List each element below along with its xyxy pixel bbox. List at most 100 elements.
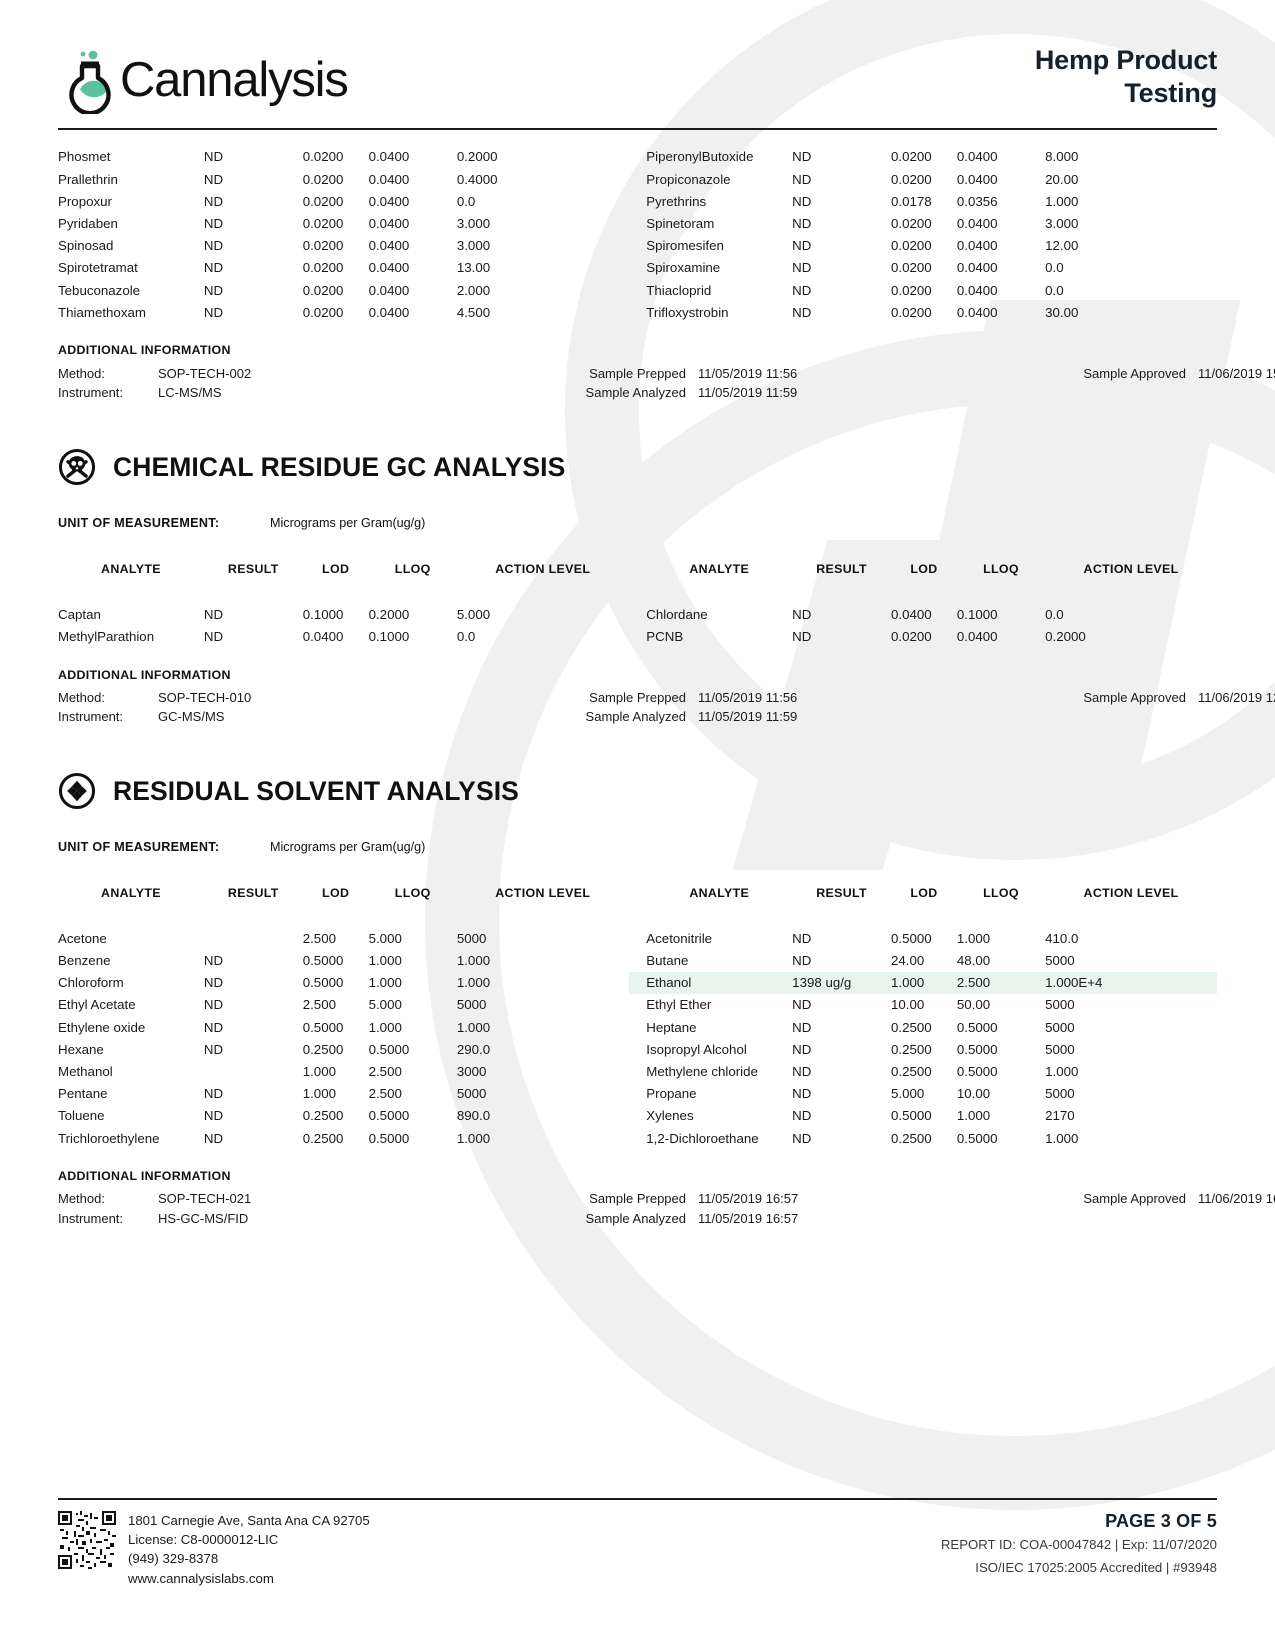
four-diamonds-icon	[58, 773, 96, 810]
cell: ND	[792, 260, 812, 276]
cell: 5000	[1045, 1019, 1075, 1035]
cell: 5000	[1045, 1086, 1075, 1102]
cell: 3000	[456, 1063, 487, 1079]
pesticide-table: Phosmet ND 0.0200 0.0400 0.2000 PiperonylButo…	[58, 146, 1217, 324]
cell: 1.000	[891, 971, 957, 994]
cell: 0.5000	[302, 975, 344, 991]
cell: 0.0200	[302, 193, 344, 209]
table-row: Spinosad ND 0.0200 0.0400 3.000 Spiromesifen N…	[58, 235, 1217, 257]
cell: Ethyl Ether	[646, 997, 712, 1013]
cell: ND	[203, 304, 224, 320]
table-row: Chloroform ND 0.5000 1.000 1.000 Ethanol 1398 …	[58, 971, 1217, 994]
cell: 2170	[1045, 1108, 1075, 1124]
cell: ND	[792, 606, 812, 622]
cell: 5.000	[368, 997, 402, 1013]
solvent-additional-info: ADDITIONAL INFORMATION Method: SOP-TECH-…	[58, 1169, 1275, 1228]
cell: Methylene chloride	[646, 1063, 758, 1079]
cell: Ethyl Acetate	[58, 997, 136, 1013]
cell: 0.0400	[368, 149, 410, 165]
cell: ND	[203, 260, 224, 276]
footer-address: 1801 Carnegie Ave, Santa Ana CA 92705	[128, 1512, 370, 1528]
flask-logo-icon	[69, 50, 111, 114]
additional-info-row: Instrument: LC-MS/MS Sample Analyzed 11/…	[58, 383, 1217, 402]
instrument-label: Instrument:	[58, 1210, 124, 1226]
pesticide-table-body: Phosmet ND 0.0200 0.0400 0.2000 PiperonylButo…	[58, 146, 1217, 324]
cell: Methanol	[58, 1063, 113, 1079]
col-header-result: RESULT	[227, 562, 279, 577]
cell: Pyridaben	[58, 216, 118, 232]
cell: 0.0200	[891, 260, 932, 276]
table-row: MethylParathion ND 0.0400 0.1000 0.0 PCNB ND 0.…	[58, 625, 1217, 647]
instrument-label: Instrument:	[58, 709, 124, 725]
cell: Acetone	[58, 930, 107, 946]
pesticide-table-wrap: Phosmet ND 0.0200 0.0400 0.2000 PiperonylButo…	[58, 146, 1217, 324]
cell: Chloroform	[58, 975, 124, 991]
col-header-lloq: LLOQ	[983, 886, 1019, 901]
cell: Trifloxystrobin	[646, 304, 729, 320]
cell: 0.0	[456, 193, 476, 209]
method-label: Method:	[58, 689, 105, 705]
cell: 0.0356	[956, 193, 998, 209]
cell: ND	[203, 1019, 224, 1035]
sample-analyzed-value: 11/05/2019 11:59	[698, 384, 798, 400]
cell: 4.500	[456, 304, 491, 320]
col-header-analyte: ANALYTE	[689, 562, 750, 577]
cell: Tebuconazole	[58, 282, 141, 298]
cell: 5000	[1045, 953, 1075, 969]
cell: 0.1000	[302, 606, 344, 622]
cell: Pentane	[58, 1086, 108, 1102]
cell: 0.0200	[891, 149, 932, 165]
page-header: Cannalysis Hemp Product Testing	[0, 0, 1275, 114]
additional-info-row: Instrument: HS-GC-MS/FID Sample Analyzed…	[58, 1209, 1217, 1228]
col-header-action-level: ACTION LEVEL	[495, 886, 591, 901]
cell: ND	[203, 282, 224, 298]
cell: 2.500	[302, 930, 336, 946]
table-row: Pentane ND 1.000 2.500 5000 Propane ND 5.000 10.…	[58, 1083, 1217, 1105]
cell: 48.00	[956, 953, 991, 969]
gc-table: ANALYTE RESULT LOD LLOQ ACTION LEVEL ANALYTE R…	[58, 556, 1217, 647]
table-row: Tebuconazole ND 0.0200 0.0400 2.000 Thiaclopr…	[58, 279, 1217, 301]
cell: 1.000	[456, 1019, 491, 1035]
cell: Prallethrin	[58, 171, 118, 187]
cell: 2.000	[456, 282, 491, 298]
sample-prepped-value: 11/05/2019 16:57	[698, 1191, 799, 1207]
footer-website[interactable]: www.cannalysislabs.com	[128, 1570, 274, 1586]
cell: ND	[203, 193, 224, 209]
cell: Propoxur	[58, 193, 112, 209]
uom-value: Micrograms per Gram(ug/g)	[270, 840, 426, 855]
cell: 20.00	[1045, 171, 1079, 187]
sample-approved-value: 11/06/2019 16:30	[1198, 1191, 1275, 1207]
table-row: Ethylene oxide ND 0.5000 1.000 1.000 Heptane N…	[58, 1016, 1217, 1038]
cell: Chlordane	[646, 606, 708, 622]
cell: Propane	[646, 1086, 697, 1102]
cell: ND	[203, 953, 224, 969]
cell: 290.0	[456, 1041, 491, 1057]
page-number: PAGE 3 OF 5	[1105, 1510, 1217, 1531]
cell: Spiromesifen	[646, 238, 724, 254]
cell: 0.2500	[891, 1041, 932, 1057]
cell: 0.0400	[368, 260, 410, 276]
table-row: Spirotetramat ND 0.0200 0.0400 13.00 Spiroxam…	[58, 257, 1217, 279]
cell: 0.0400	[956, 171, 998, 187]
solvent-table: ANALYTE RESULT LOD LLOQ ACTION LEVEL ANALYTE R…	[58, 880, 1217, 1149]
cell: Propiconazole	[646, 171, 731, 187]
cell: 0.0200	[302, 304, 344, 320]
method-label: Method:	[58, 1191, 105, 1207]
cell: 1.000	[302, 1086, 336, 1102]
cell: ND	[792, 193, 812, 209]
sample-approved-value: 11/06/2019 12:34	[1198, 689, 1275, 705]
table-row: Ethyl Acetate ND 2.500 5.000 5000 Ethyl Ether…	[58, 994, 1217, 1016]
cell: 0.2500	[891, 1063, 932, 1079]
cell: ND	[792, 238, 812, 254]
cell: 5.000	[456, 606, 491, 622]
sample-prepped-label: Sample Prepped	[589, 1191, 686, 1207]
instrument-value: GC-MS/MS	[158, 709, 225, 725]
cell: 0.5000	[956, 1130, 998, 1146]
sample-analyzed-label: Sample Analyzed	[585, 384, 686, 400]
cell: 0.0200	[302, 260, 344, 276]
col-header-analyte: ANALYTE	[101, 562, 161, 577]
cell: ND	[792, 997, 812, 1013]
footer-phone: (949) 329-8378	[128, 1551, 219, 1567]
table-row: Benzene ND 0.5000 1.000 1.000 Butane ND 24.00 48…	[58, 949, 1217, 971]
cell: 0.0200	[891, 216, 932, 232]
